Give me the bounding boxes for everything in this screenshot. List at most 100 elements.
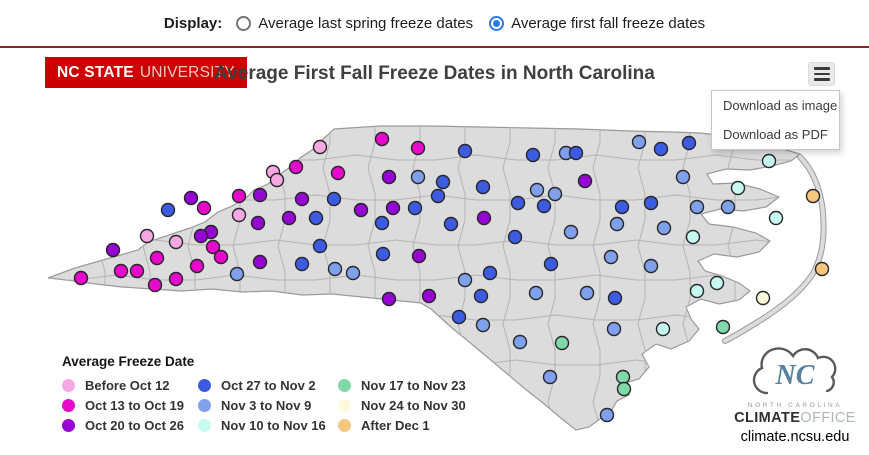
map-dot[interactable] <box>421 288 437 304</box>
map-dot[interactable] <box>643 258 659 274</box>
map-dot[interactable] <box>330 165 346 181</box>
map-dot[interactable] <box>577 173 593 189</box>
map-dot[interactable] <box>196 200 212 216</box>
map-dot[interactable] <box>451 309 467 325</box>
map-dot[interactable] <box>507 229 523 245</box>
map-dot[interactable] <box>457 272 473 288</box>
map-dot[interactable] <box>709 275 725 291</box>
map-dot[interactable] <box>525 147 541 163</box>
map-dot[interactable] <box>327 261 343 277</box>
map-dot[interactable] <box>685 229 701 245</box>
map-dot[interactable] <box>231 207 247 223</box>
map-dot[interactable] <box>183 190 199 206</box>
map-dot[interactable] <box>476 210 492 226</box>
map-dot[interactable] <box>345 265 361 281</box>
menu-item-download-as-image[interactable]: Download as image <box>723 98 838 113</box>
map-dot[interactable] <box>231 188 247 204</box>
map-dot[interactable] <box>205 239 221 255</box>
map-dot[interactable] <box>615 369 631 385</box>
map-dot[interactable] <box>614 199 630 215</box>
map-dot[interactable] <box>675 169 691 185</box>
map-dot[interactable] <box>473 288 489 304</box>
map-dot[interactable] <box>385 200 401 216</box>
map-dot[interactable] <box>543 256 559 272</box>
map-dot[interactable] <box>689 283 705 299</box>
map-dot[interactable] <box>139 228 155 244</box>
map-dot[interactable] <box>381 169 397 185</box>
map-dot[interactable] <box>805 188 821 204</box>
display-option-2[interactable]: Average first fall freeze dates <box>489 15 705 32</box>
map-dot[interactable] <box>294 256 310 272</box>
map-dot[interactable] <box>375 246 391 262</box>
radio-selected-icon[interactable] <box>489 15 505 31</box>
map-dot[interactable] <box>554 335 570 351</box>
map-dot[interactable] <box>814 261 830 277</box>
map-dot[interactable] <box>411 248 427 264</box>
map-dot[interactable] <box>160 202 176 218</box>
menu-item-download-as-pdf[interactable]: Download as PDF <box>723 127 828 142</box>
map-dot[interactable] <box>607 290 623 306</box>
map-dot[interactable] <box>681 135 697 151</box>
map-dot[interactable] <box>603 249 619 265</box>
map-dot[interactable] <box>250 215 266 231</box>
map-dot[interactable] <box>288 159 304 175</box>
map-dot[interactable] <box>563 224 579 240</box>
map-dot[interactable] <box>168 234 184 250</box>
chart-menu-button[interactable] <box>808 62 835 86</box>
map-dot[interactable] <box>631 134 647 150</box>
map-dot[interactable] <box>430 188 446 204</box>
map-dot[interactable] <box>281 210 297 226</box>
map-dot[interactable] <box>189 258 205 274</box>
map-dot[interactable] <box>528 285 544 301</box>
map-dot[interactable] <box>510 195 526 211</box>
map-dot[interactable] <box>252 187 268 203</box>
map-dot[interactable] <box>482 265 498 281</box>
map-dot[interactable] <box>457 143 473 159</box>
map-dot[interactable] <box>715 319 731 335</box>
map-dot[interactable] <box>475 317 491 333</box>
map-dot[interactable] <box>656 220 672 236</box>
map-dot[interactable] <box>768 210 784 226</box>
map-dot[interactable] <box>643 195 659 211</box>
map-dot[interactable] <box>294 191 310 207</box>
map-dot[interactable] <box>312 139 328 155</box>
map-dot[interactable] <box>547 186 563 202</box>
map-dot[interactable] <box>105 242 121 258</box>
map-dot[interactable] <box>689 199 705 215</box>
map-dot[interactable] <box>113 263 129 279</box>
map-dot[interactable] <box>353 202 369 218</box>
display-option-1[interactable]: Average last spring freeze dates <box>236 15 473 32</box>
map-dot[interactable] <box>252 254 268 270</box>
map-dot[interactable] <box>755 290 771 306</box>
map-dot[interactable] <box>374 131 390 147</box>
map-dot[interactable] <box>381 291 397 307</box>
map-dot[interactable] <box>435 174 451 190</box>
map-dot[interactable] <box>149 250 165 266</box>
map-dot[interactable] <box>410 140 426 156</box>
map-dot[interactable] <box>542 369 558 385</box>
map-dot[interactable] <box>73 270 89 286</box>
map-dot[interactable] <box>229 266 245 282</box>
map-dot[interactable] <box>326 191 342 207</box>
map-dot[interactable] <box>308 210 324 226</box>
map-dot[interactable] <box>312 238 328 254</box>
map-dot[interactable] <box>653 141 669 157</box>
map-dot[interactable] <box>609 216 625 232</box>
radio-unselected-icon[interactable] <box>236 15 252 31</box>
map-dot[interactable] <box>147 277 163 293</box>
map-dot[interactable] <box>374 215 390 231</box>
map-dot[interactable] <box>606 321 622 337</box>
map-dot[interactable] <box>536 198 552 214</box>
map-dot[interactable] <box>599 407 615 423</box>
map-dot[interactable] <box>129 263 145 279</box>
map-dot[interactable] <box>475 179 491 195</box>
map-dot[interactable] <box>269 172 285 188</box>
map-dot[interactable] <box>193 228 209 244</box>
map-dot[interactable] <box>655 321 671 337</box>
map-dot[interactable] <box>568 145 584 161</box>
map-dot[interactable] <box>168 271 184 287</box>
map-dot[interactable] <box>512 334 528 350</box>
map-dot[interactable] <box>761 153 777 169</box>
map-dot[interactable] <box>443 216 459 232</box>
map-dot[interactable] <box>579 285 595 301</box>
